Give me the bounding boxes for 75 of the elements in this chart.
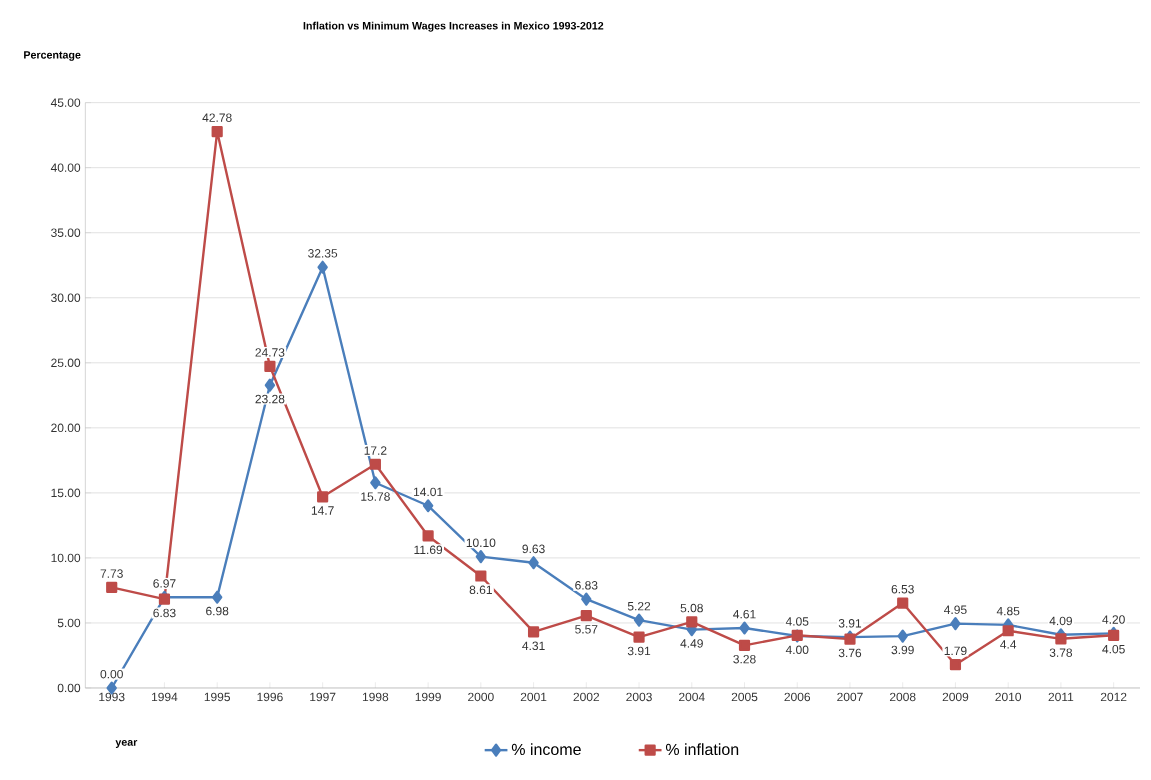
x-tick-label: 1995 (204, 692, 231, 702)
x-tick-label: 2003 (626, 692, 652, 702)
data-label: 17.2 (364, 446, 387, 455)
data-label: 5.57 (575, 625, 598, 634)
x-tick-label: 1997 (310, 692, 336, 702)
x-tick-label: 2005 (731, 692, 758, 702)
y-tick-label: 35.00 (51, 228, 81, 237)
data-label: 3.91 (838, 619, 862, 628)
data-label: 4.20 (1102, 615, 1125, 624)
data-label: 3.28 (733, 654, 756, 664)
x-tick-label: 2006 (784, 692, 811, 702)
data-label: 5.08 (680, 603, 703, 613)
y-tick-label: 5.00 (57, 618, 81, 628)
x-tick-label: 1998 (362, 692, 389, 702)
x-tick-label: 2002 (573, 692, 600, 702)
x-tick-label: 2011 (1048, 692, 1074, 702)
x-tick-label: 1996 (257, 692, 283, 702)
data-label: 4.95 (944, 605, 967, 615)
data-label: 8.61 (469, 585, 492, 595)
y-tick-label: 20.00 (51, 423, 81, 433)
data-label: 42.78 (202, 113, 232, 122)
data-label: 3.99 (891, 645, 914, 655)
legend-label: % income (511, 743, 581, 756)
data-label: 4.09 (1049, 616, 1073, 626)
data-label: 1.79 (944, 646, 967, 656)
chart-title: Inflation vs Minimum Wages Increases in Mexico 1993-2012 (303, 21, 604, 32)
data-label: 14.7 (311, 506, 334, 515)
data-label: 15.78 (361, 492, 390, 501)
y-tick-label: 40.00 (50, 163, 81, 172)
data-label: 3.91 (627, 646, 651, 656)
x-tick-label: 2012 (1100, 692, 1127, 702)
data-label: 3.78 (1049, 648, 1073, 657)
y-axis-title: Percentage (24, 51, 81, 61)
data-label: 24.73 (255, 348, 285, 357)
y-tick-label: 10.00 (51, 553, 81, 563)
legend-label: % inflation (665, 743, 739, 756)
data-label: 0.00 (100, 669, 123, 679)
data-label: 6.98 (206, 606, 229, 616)
data-label: 4.49 (680, 639, 703, 648)
x-tick-label: 2009 (942, 692, 969, 702)
y-tick-label: 15.00 (51, 488, 81, 498)
data-label: 9.63 (522, 544, 545, 554)
data-label: 32.35 (308, 249, 338, 258)
x-tick-label: 2010 (995, 692, 1022, 702)
y-tick-label: 0.00 (57, 683, 81, 693)
data-label: 4.05 (1102, 644, 1125, 654)
y-tick-label: 30.00 (51, 293, 81, 303)
x-tick-label: 2001 (520, 692, 547, 702)
data-label: 11.69 (414, 545, 443, 555)
data-label: 3.76 (838, 648, 862, 658)
data-label: 6.83 (153, 608, 176, 618)
data-label: 4.05 (785, 617, 809, 626)
x-tick-label: 1999 (415, 692, 441, 702)
x-tick-label: 2000 (468, 692, 494, 702)
x-tick-label: 2008 (889, 692, 916, 702)
y-tick-label: 25.00 (51, 358, 81, 368)
data-label: 4.31 (522, 641, 545, 651)
data-label: 4.00 (785, 645, 809, 655)
data-label: 6.97 (153, 579, 176, 588)
data-label: 6.53 (891, 584, 914, 594)
data-label: 14.01 (414, 487, 443, 497)
y-tick-label: 45.00 (50, 98, 81, 107)
data-label: 10.10 (466, 538, 496, 548)
x-tick-label: 2004 (679, 692, 705, 702)
x-axis-title: year (115, 740, 138, 748)
data-label: 23.28 (255, 394, 285, 404)
x-tick-label: 2007 (837, 692, 863, 702)
data-label: 7.73 (100, 569, 123, 578)
data-label: 4.61 (733, 609, 756, 619)
x-tick-label: 1994 (152, 692, 178, 702)
data-label: 6.83 (575, 581, 598, 590)
x-tick-label: 1993 (99, 692, 125, 702)
data-label: 4.85 (996, 606, 1020, 616)
data-label: 4.4 (1000, 640, 1017, 649)
data-label: 5.22 (627, 601, 651, 611)
